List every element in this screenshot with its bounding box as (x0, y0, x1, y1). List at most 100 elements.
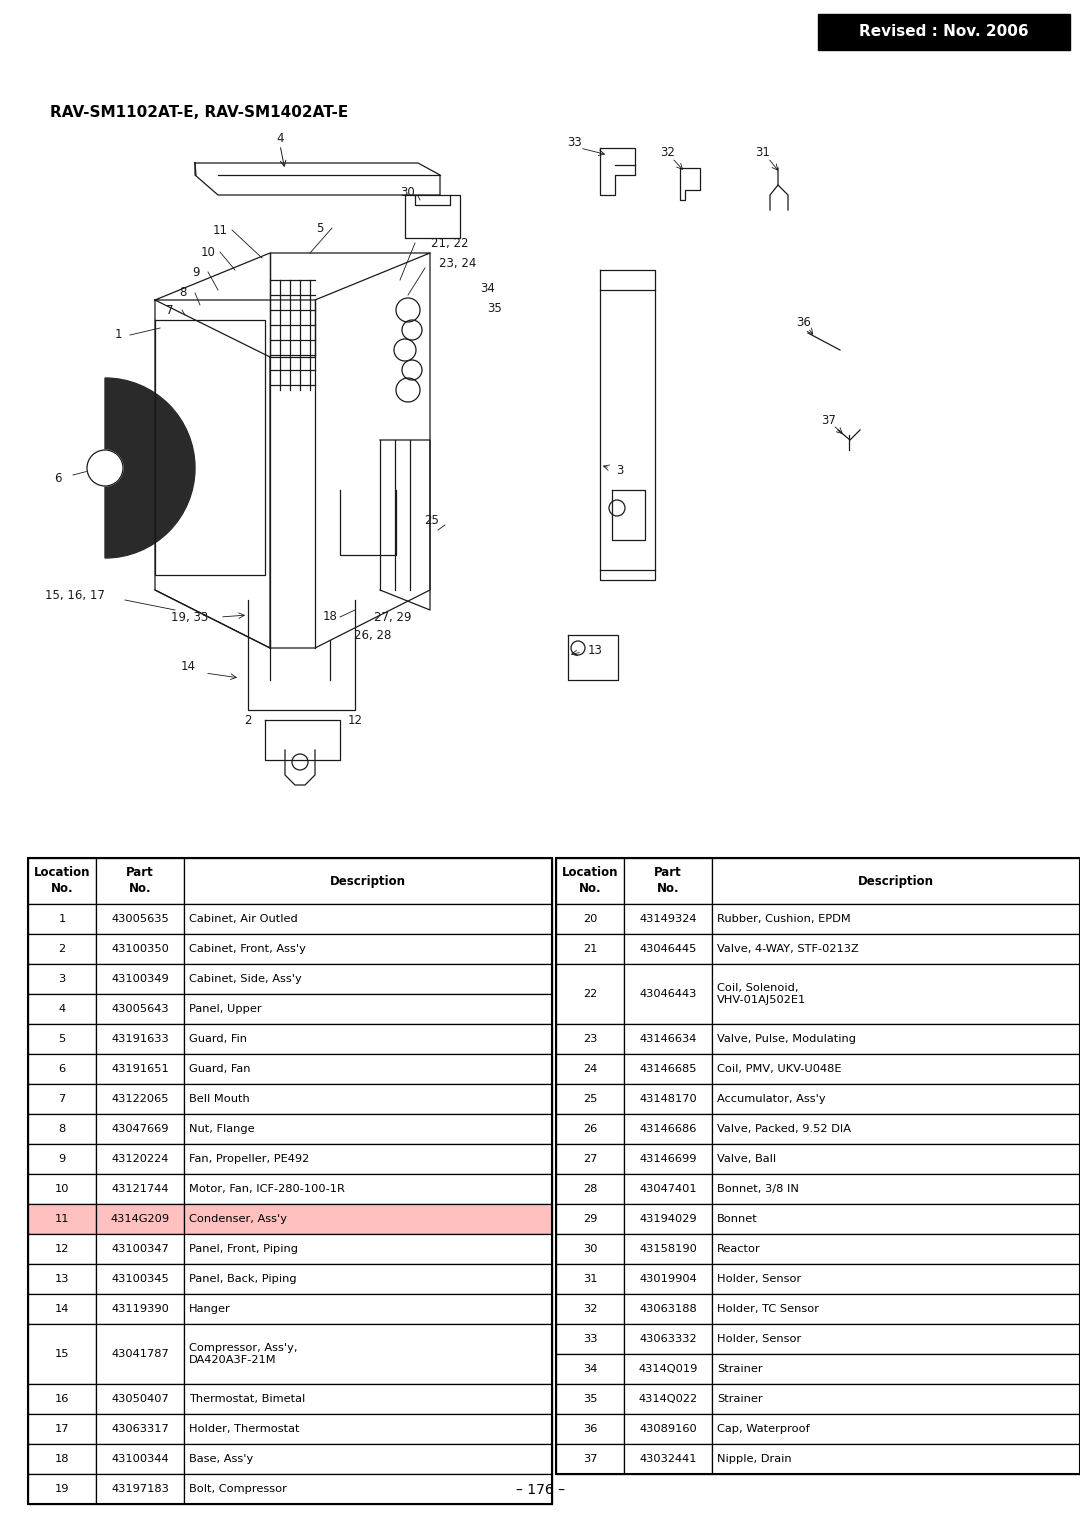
Bar (556, 1205, 624, 1234)
Bar (28, 1264, 96, 1295)
Text: Description: Description (858, 874, 934, 888)
Text: Motor, Fan, ICF-280-100-1R: Motor, Fan, ICF-280-100-1R (189, 1183, 345, 1194)
Text: 4314Q019: 4314Q019 (638, 1363, 698, 1374)
Bar (28, 1385, 96, 1414)
Bar (28, 1174, 96, 1205)
Bar (556, 964, 624, 1023)
Text: 32: 32 (583, 1304, 597, 1315)
Text: 13: 13 (588, 644, 603, 656)
Text: 43041787: 43041787 (111, 1350, 168, 1359)
Text: RAV-SM1102AT-E, RAV-SM1402AT-E: RAV-SM1102AT-E, RAV-SM1402AT-E (50, 105, 348, 120)
Bar (556, 1444, 624, 1475)
Bar (712, 1174, 1080, 1205)
Bar (624, 1295, 712, 1324)
Text: 22: 22 (583, 990, 597, 999)
Bar (556, 1144, 624, 1174)
Text: Valve, Packed, 9.52 DIA: Valve, Packed, 9.52 DIA (717, 1124, 851, 1135)
Text: Holder, Sensor: Holder, Sensor (717, 1334, 801, 1344)
Text: – 176 –: – 176 – (515, 1482, 565, 1498)
Text: 23, 24: 23, 24 (440, 256, 476, 270)
Bar (28, 1023, 96, 1054)
Bar (28, 1324, 96, 1385)
Text: Coil, PMV, UKV-U048E: Coil, PMV, UKV-U048E (717, 1064, 841, 1074)
Text: 11: 11 (55, 1214, 69, 1225)
Text: 30: 30 (583, 1244, 597, 1254)
Text: 36: 36 (797, 317, 811, 329)
Bar (624, 1084, 712, 1113)
Bar (712, 1385, 1080, 1414)
Text: 21, 22: 21, 22 (431, 236, 469, 250)
Bar (96, 994, 184, 1023)
Text: Thermostat, Bimetal: Thermostat, Bimetal (189, 1394, 306, 1405)
Bar (624, 1444, 712, 1475)
Text: 17: 17 (55, 1424, 69, 1434)
Text: 37: 37 (822, 413, 836, 427)
Text: Guard, Fin: Guard, Fin (189, 1034, 247, 1045)
Bar (184, 1234, 552, 1264)
Text: Part
No.: Part No. (126, 866, 153, 895)
Text: 6: 6 (58, 1064, 66, 1074)
Text: 2: 2 (244, 714, 252, 726)
Bar (184, 1054, 552, 1084)
Text: 43046443: 43046443 (639, 990, 697, 999)
Text: 19: 19 (55, 1484, 69, 1494)
Text: Accumulator, Ass'y: Accumulator, Ass'y (717, 1093, 825, 1104)
Text: 36: 36 (583, 1424, 597, 1434)
Bar (556, 1354, 624, 1385)
Bar (712, 1354, 1080, 1385)
Bar (624, 1264, 712, 1295)
Text: 16: 16 (55, 1394, 69, 1405)
Text: 34: 34 (481, 282, 496, 294)
Bar (712, 1205, 1080, 1234)
Text: 43146685: 43146685 (639, 1064, 697, 1074)
Text: 8: 8 (58, 1124, 66, 1135)
Text: Valve, 4-WAY, STF-0213Z: Valve, 4-WAY, STF-0213Z (717, 944, 859, 955)
Bar (96, 1414, 184, 1444)
Text: 5: 5 (58, 1034, 66, 1045)
Text: 9: 9 (58, 1154, 66, 1164)
Bar (184, 1023, 552, 1054)
Text: Nut, Flange: Nut, Flange (189, 1124, 255, 1135)
Bar (712, 964, 1080, 1023)
Text: 43191633: 43191633 (111, 1034, 168, 1045)
Text: 31: 31 (756, 146, 770, 160)
Wedge shape (105, 378, 195, 558)
Bar (96, 1174, 184, 1205)
Bar (184, 1444, 552, 1475)
Bar (624, 1205, 712, 1234)
Text: 31: 31 (583, 1273, 597, 1284)
Bar (556, 1084, 624, 1113)
Text: 12: 12 (55, 1244, 69, 1254)
Text: Strainer: Strainer (717, 1363, 762, 1374)
Text: Panel, Back, Piping: Panel, Back, Piping (189, 1273, 297, 1284)
Text: 13: 13 (55, 1273, 69, 1284)
Text: 43149324: 43149324 (639, 913, 697, 924)
Text: 43121744: 43121744 (111, 1183, 168, 1194)
Text: Holder, TC Sensor: Holder, TC Sensor (717, 1304, 819, 1315)
Bar (184, 994, 552, 1023)
Text: 26, 28: 26, 28 (354, 630, 392, 642)
Bar (624, 1174, 712, 1205)
Bar (556, 1023, 624, 1054)
Text: 14: 14 (55, 1304, 69, 1315)
Bar (624, 904, 712, 933)
Bar (556, 859, 624, 904)
Text: 43100345: 43100345 (111, 1273, 168, 1284)
Text: Description: Description (330, 874, 406, 888)
Text: 7: 7 (58, 1093, 66, 1104)
Text: 27, 29: 27, 29 (375, 610, 411, 624)
Bar (96, 1084, 184, 1113)
Text: 43063188: 43063188 (639, 1304, 697, 1315)
Bar (556, 1414, 624, 1444)
Text: Hanger: Hanger (189, 1304, 231, 1315)
Text: 43047669: 43047669 (111, 1124, 168, 1135)
Text: 43146699: 43146699 (639, 1154, 697, 1164)
Text: 21: 21 (583, 944, 597, 955)
Bar (96, 1324, 184, 1385)
Bar (712, 1234, 1080, 1264)
Bar (712, 1144, 1080, 1174)
Text: 43119390: 43119390 (111, 1304, 168, 1315)
Text: 11: 11 (213, 224, 228, 236)
Text: 32: 32 (661, 146, 675, 160)
Bar (96, 933, 184, 964)
